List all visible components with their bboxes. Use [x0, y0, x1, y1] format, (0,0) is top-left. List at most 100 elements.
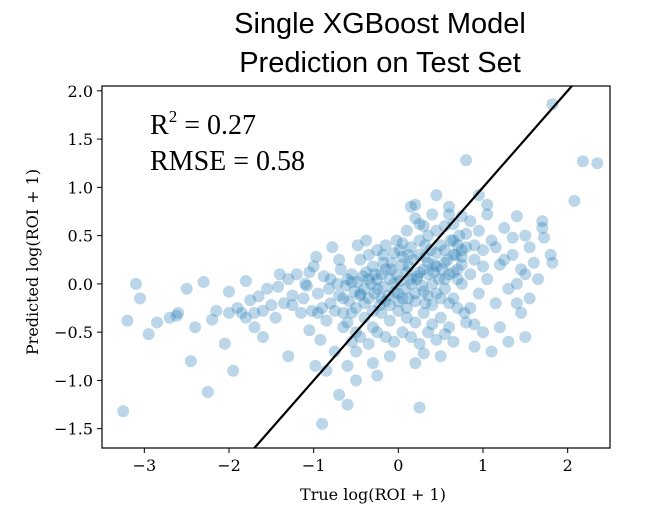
y-tick-label: −1.5: [54, 420, 93, 439]
scatter-point-198: [577, 155, 589, 167]
scatter-point-25: [261, 283, 273, 295]
scatter-point-171: [511, 210, 523, 222]
scatter-point-36: [303, 324, 315, 336]
scatter-point-289: [386, 263, 398, 275]
scatter-point-274: [240, 275, 252, 287]
scatter-point-224: [342, 360, 354, 372]
scatter-point-288: [377, 249, 389, 261]
scatter-point-180: [473, 225, 485, 237]
y-tick-label: −1.0: [54, 371, 93, 390]
x-axis-label: True log(ROI + 1): [300, 485, 446, 504]
scatter-point-46: [326, 241, 338, 253]
scatter-point-2: [130, 278, 142, 290]
scatter-point-204: [536, 222, 548, 234]
scatter-point-166: [490, 297, 502, 309]
scatter-point-286: [360, 235, 372, 247]
scatter-point-142: [426, 208, 438, 220]
x-tick-label: −3: [133, 456, 157, 475]
scatter-point-258: [447, 266, 459, 278]
y-tick-label: −0.5: [54, 323, 93, 342]
y-tick-label: 1.5: [68, 130, 93, 149]
r2-prefix: R: [150, 110, 169, 141]
scatter-point-160: [464, 268, 476, 280]
y-axis-label: Predicted log(ROI + 1): [23, 169, 42, 355]
scatter-point-14: [210, 305, 222, 317]
scatter-point-264: [312, 307, 324, 319]
scatter-point-118: [409, 317, 421, 329]
scatter-point-278: [469, 239, 481, 251]
scatter-point-222: [350, 346, 362, 358]
scatter-point-245: [337, 292, 349, 304]
scatter-point-203: [546, 257, 558, 269]
scatter-point-178: [502, 336, 514, 348]
scatter-point-159: [447, 336, 459, 348]
scatter-point-291: [403, 249, 415, 261]
scatter-point-226: [333, 389, 345, 401]
r2-annotation: R2 = 0.27: [150, 107, 256, 141]
scatter-point-283: [447, 235, 459, 247]
scatter-point-294: [428, 266, 440, 278]
r2-superscript: 2: [169, 107, 178, 126]
scatter-point-292: [411, 273, 423, 285]
scatter-point-261: [329, 305, 341, 317]
scatter-point-168: [498, 222, 510, 234]
scatter-point-0: [117, 405, 129, 417]
scatter-point-38: [309, 360, 321, 372]
scatter-point-266: [282, 273, 294, 285]
scatter-point-281: [430, 247, 442, 259]
scatter-point-216: [409, 357, 421, 369]
scatter-point-209: [481, 199, 493, 211]
scatter-point-282: [439, 257, 451, 269]
scatter-point-215: [418, 347, 430, 359]
chart-title-line-1: Single XGBoost Model: [234, 8, 526, 40]
scatter-point-212: [456, 278, 468, 290]
scatter-point-115: [384, 315, 396, 327]
scatter-point-229: [371, 370, 383, 382]
rmse-annotation: RMSE = 0.58: [150, 146, 305, 177]
x-tick-label: 1: [478, 456, 488, 475]
scatter-point-152: [388, 336, 400, 348]
scatter-point-5: [151, 317, 163, 329]
y-tick-label: 0.0: [68, 275, 93, 294]
scatter-point-197: [568, 195, 580, 207]
x-tick-label: 0: [393, 456, 403, 475]
scatter-point-273: [223, 307, 235, 319]
scatter-point-1: [121, 315, 133, 327]
scatter-point-15: [219, 338, 231, 350]
scatter-point-8: [181, 283, 193, 295]
scatter-point-194: [519, 230, 531, 242]
scatter-point-228: [414, 402, 426, 414]
scatter-point-162: [473, 288, 485, 300]
scatter-point-192: [532, 273, 544, 285]
scatter-point-138: [464, 215, 476, 227]
scatter-point-164: [481, 273, 493, 285]
x-tick-label: 2: [563, 456, 573, 475]
scatter-point-191: [524, 292, 536, 304]
scatter-point-16: [223, 286, 235, 298]
scatter-point-183: [498, 254, 510, 266]
scatter-point-217: [384, 350, 396, 362]
scatter-point-199: [591, 157, 603, 169]
scatter-point-227: [342, 399, 354, 411]
scatter-point-149: [363, 338, 375, 350]
scatter-point-255: [422, 290, 434, 302]
scatter-point-179: [519, 331, 531, 343]
x-tick-label: −1: [302, 456, 326, 475]
scatter-point-3: [134, 292, 146, 304]
scatter-point-24: [257, 331, 269, 343]
scatter-point-10: [189, 321, 201, 333]
y-tick-label: 1.0: [68, 178, 93, 197]
scatter-point-260: [325, 273, 337, 285]
scatter-point-186: [469, 318, 481, 330]
scatter-point-206: [430, 189, 442, 201]
scatter-point-219: [435, 350, 447, 362]
scatter-point-277: [460, 228, 472, 240]
scatter-point-22: [248, 321, 260, 333]
scatter-point-27: [270, 312, 282, 324]
scatter-point-17: [227, 365, 239, 377]
scatter-point-262: [299, 278, 311, 290]
scatter-point-30: [282, 350, 294, 362]
scatter-point-225: [316, 418, 328, 430]
y-tick-label: 2.0: [68, 82, 93, 101]
